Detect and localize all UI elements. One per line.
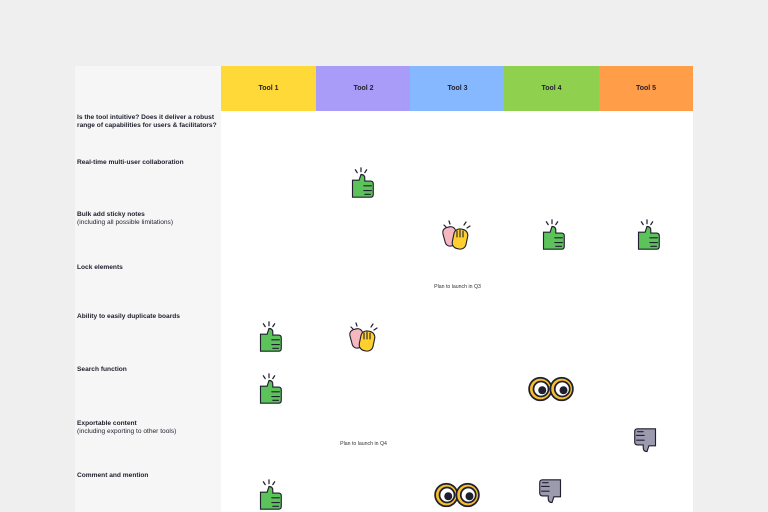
row-label: Exportable content (including exporting t… <box>77 420 225 436</box>
column-header: Tool 5 <box>599 66 693 111</box>
row-title: Search function <box>77 366 127 373</box>
thumbs-up-icon <box>259 373 282 404</box>
row-label: Bulk add sticky notes (including all poss… <box>77 211 225 227</box>
row-title: Comment and mention <box>77 472 149 479</box>
thumbs-up-icon <box>542 219 565 250</box>
row-subtitle: (including exporting to other tools) <box>77 428 177 435</box>
thumbs-up-icon <box>351 167 374 198</box>
thumbs-down-icon <box>634 428 657 453</box>
column-header: Tool 4 <box>504 66 599 111</box>
row-title: Real-time multi-user collaboration <box>77 159 184 166</box>
thumbs-up-icon <box>259 479 282 510</box>
column-header: Tool 1 <box>221 66 316 111</box>
row-label: Is the tool intuitive? Does it deliver a… <box>77 114 219 130</box>
thumbs-down-icon <box>539 479 562 504</box>
row-title: Lock elements <box>77 264 123 271</box>
row-label: Search function <box>77 366 225 374</box>
label-column <box>75 66 221 512</box>
row-label: Real-time multi-user collaboration <box>77 159 225 167</box>
row-title: Exportable content <box>77 420 137 427</box>
row-label: Comment and mention <box>77 472 225 480</box>
column-header: Tool 2 <box>316 66 411 111</box>
row-label: Ability to easily duplicate boards <box>77 313 225 321</box>
eyes-icon <box>434 482 480 508</box>
row-label: Lock elements <box>77 264 225 272</box>
clap-icon <box>348 322 378 353</box>
thumbs-up-icon <box>259 321 282 352</box>
thumbs-up-icon <box>637 219 660 250</box>
row-title: Is the tool intuitive? Does it deliver a… <box>77 114 217 129</box>
cell-note: Plan to launch in Q3 <box>434 284 481 290</box>
row-subtitle: (including all possible limitations) <box>77 219 174 226</box>
row-title: Ability to easily duplicate boards <box>77 313 180 320</box>
clap-icon <box>441 220 471 251</box>
column-header: Tool 3 <box>410 66 505 111</box>
row-title: Bulk add sticky notes <box>77 211 145 218</box>
cell-note: Plan to launch in Q4 <box>340 441 387 447</box>
eyes-icon <box>528 376 574 402</box>
